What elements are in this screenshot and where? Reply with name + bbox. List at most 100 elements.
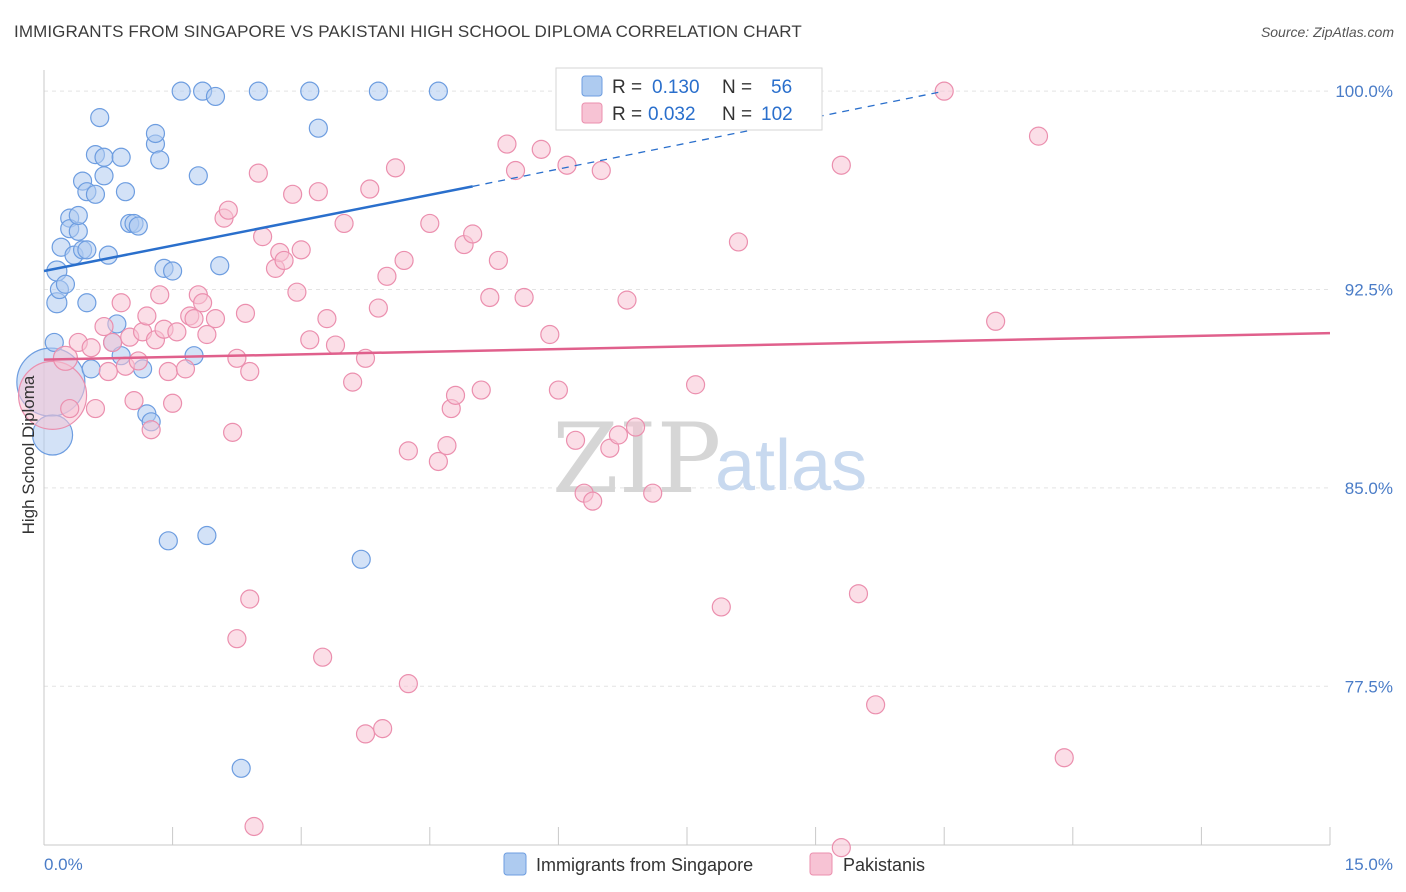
data-point-singapore xyxy=(85,184,106,204)
legend-n-value: 102 xyxy=(761,104,793,125)
data-point-pakistanis xyxy=(235,303,256,323)
data-point-pakistanis xyxy=(193,293,213,313)
data-point-singapore xyxy=(158,531,178,551)
data-point-singapore xyxy=(77,240,97,260)
data-point-pakistanis xyxy=(398,441,418,461)
data-point-singapore xyxy=(98,245,118,265)
data-point-pakistanis xyxy=(625,417,646,437)
data-point-pakistanis xyxy=(227,348,247,368)
data-point-pakistanis xyxy=(557,155,577,175)
data-point-pakistanis xyxy=(317,309,337,329)
y-tick-label: 77.5% xyxy=(1345,677,1393,696)
legend-r-label: R = xyxy=(612,77,642,98)
data-point-pakistanis xyxy=(240,361,260,382)
legend: R = 0.130 N = 56 R = 0.032 N = 102 xyxy=(555,67,823,131)
data-point-pakistanis xyxy=(728,232,749,252)
data-point-pakistanis xyxy=(420,213,440,234)
data-point-pakistanis xyxy=(617,290,637,310)
data-point-pakistanis xyxy=(128,351,148,371)
data-point-pakistanis xyxy=(175,359,196,379)
data-point-pakistanis xyxy=(608,425,629,445)
data-point-pakistanis xyxy=(583,491,603,511)
data-point-pakistanis xyxy=(111,293,131,313)
bottom-legend-label-pakistanis: Pakistanis xyxy=(843,855,925,875)
data-point-singapore xyxy=(90,108,110,128)
data-point-pakistanis xyxy=(223,422,243,442)
data-point-pakistanis xyxy=(158,361,178,382)
data-point-pakistanis xyxy=(325,335,346,355)
watermark-atlas: atlas xyxy=(715,426,867,506)
data-point-pakistanis xyxy=(848,584,869,604)
data-point-pakistanis xyxy=(167,322,187,342)
data-point-pakistanis xyxy=(141,420,161,440)
data-point-pakistanis xyxy=(308,182,328,202)
data-point-singapore xyxy=(44,332,64,353)
data-point-pakistanis xyxy=(1028,126,1049,146)
data-point-pakistanis xyxy=(150,285,170,305)
legend-n-value: 56 xyxy=(771,77,792,98)
y-axis-label: High School Diploma xyxy=(19,375,38,534)
trend-extension-singapore xyxy=(472,90,945,188)
data-point-pakistanis xyxy=(471,380,491,400)
data-point-pakistanis xyxy=(685,375,706,395)
data-point-singapore xyxy=(368,81,388,101)
data-point-pakistanis xyxy=(377,266,397,286)
data-point-singapore xyxy=(428,81,448,101)
data-point-pakistanis xyxy=(313,647,333,667)
series-pakistanis xyxy=(17,81,1074,858)
legend-r-label: R = xyxy=(612,104,642,125)
data-point-pakistanis xyxy=(463,224,483,244)
data-point-pakistanis xyxy=(291,240,311,260)
legend-swatch-pakistanis xyxy=(581,102,603,124)
data-point-pakistanis xyxy=(227,629,247,649)
y-tick-label: 100.0% xyxy=(1335,82,1393,101)
x-tick-labels: 0.0% 15.0% xyxy=(44,855,1393,874)
data-point-pakistanis xyxy=(437,435,457,456)
data-point-pakistanis xyxy=(248,163,268,183)
data-point-singapore xyxy=(77,293,97,313)
data-point-pakistanis xyxy=(98,361,118,382)
data-point-pakistanis xyxy=(218,200,238,220)
data-point-pakistanis xyxy=(343,372,363,392)
data-point-pakistanis xyxy=(398,674,418,694)
trend-line-singapore xyxy=(43,185,473,273)
data-point-pakistanis xyxy=(163,393,183,413)
legend-r-value: 0.032 xyxy=(648,104,696,125)
data-point-pakistanis xyxy=(986,311,1006,331)
data-point-pakistanis xyxy=(81,338,101,358)
data-point-pakistanis xyxy=(368,298,388,318)
data-point-singapore xyxy=(55,274,76,294)
data-point-singapore xyxy=(94,166,114,186)
data-point-pakistanis xyxy=(94,316,114,337)
data-point-pakistanis xyxy=(274,250,294,271)
bottom-legend: Immigrants from Singapore Pakistanis xyxy=(503,852,925,876)
data-point-singapore xyxy=(163,261,183,281)
data-point-pakistanis xyxy=(244,816,264,837)
data-point-pakistanis xyxy=(137,306,157,326)
data-point-pakistanis xyxy=(184,309,204,329)
axes xyxy=(43,70,1331,846)
data-point-pakistanis xyxy=(1054,748,1074,768)
data-point-singapore xyxy=(248,81,268,101)
legend-r-value: 0.130 xyxy=(652,77,700,98)
data-point-singapore xyxy=(231,758,251,778)
data-point-pakistanis xyxy=(445,385,466,405)
source-note: Source: ZipAtlas.com xyxy=(1260,24,1394,40)
data-point-pakistanis xyxy=(240,589,260,609)
data-point-pakistanis xyxy=(548,380,569,400)
legend-n-label: N = xyxy=(722,77,752,98)
data-point-pakistanis xyxy=(124,391,144,411)
data-point-pakistanis xyxy=(60,398,80,419)
bottom-legend-swatch-pakistanis xyxy=(809,852,833,876)
data-point-pakistanis xyxy=(831,155,851,175)
data-point-singapore xyxy=(308,118,328,138)
chart-title: IMMIGRANTS FROM SINGAPORE VS PAKISTANI H… xyxy=(14,22,802,41)
data-point-pakistanis xyxy=(283,184,303,204)
data-point-pakistanis xyxy=(205,309,226,329)
data-point-singapore xyxy=(351,549,371,569)
data-point-singapore xyxy=(115,182,136,202)
bottom-legend-swatch-singapore xyxy=(503,852,527,876)
data-point-pakistanis xyxy=(428,451,448,472)
trend-line-pakistanis xyxy=(43,331,1331,361)
